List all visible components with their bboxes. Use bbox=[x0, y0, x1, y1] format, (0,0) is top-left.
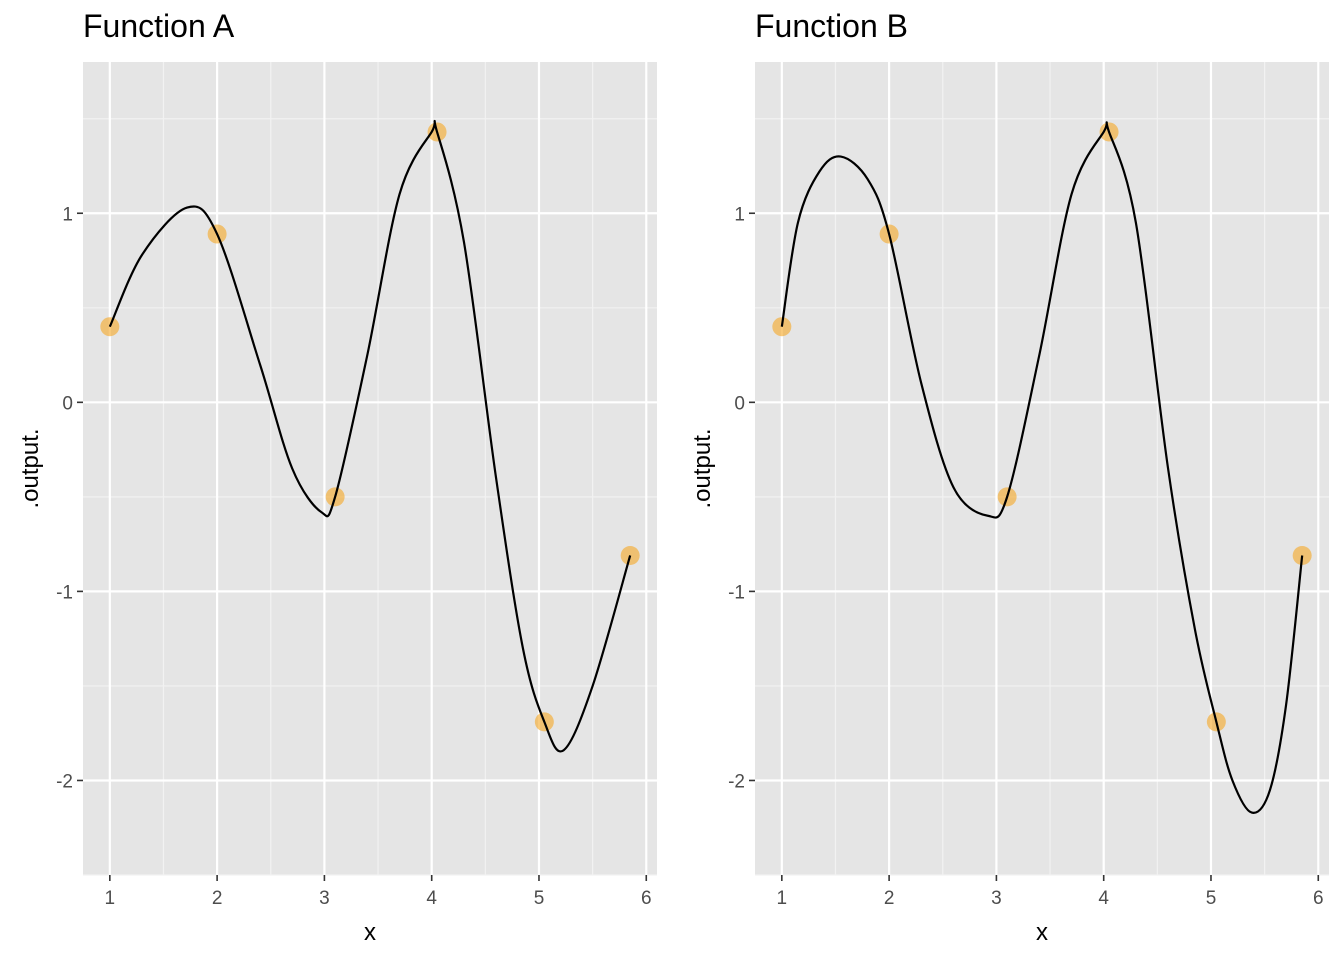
x-tick-label: 6 bbox=[641, 888, 652, 909]
x-tick-label: 2 bbox=[884, 888, 895, 909]
chart-plot: 1 2 3 4 5 6 -2 -1 0 1 x .output. bbox=[689, 62, 1329, 946]
chart-plot: 1 2 3 4 5 6 -2 -1 0 1 x .output. bbox=[17, 62, 657, 946]
x-tick-label: 3 bbox=[991, 888, 1002, 909]
x-tick-label: 4 bbox=[426, 888, 437, 909]
y-tick-label: -2 bbox=[56, 771, 73, 792]
plot-background bbox=[83, 62, 657, 875]
x-tick-label: 3 bbox=[319, 888, 330, 909]
y-tick-label: 1 bbox=[62, 204, 73, 225]
y-tick-label: 0 bbox=[62, 393, 73, 414]
x-tick-label: 2 bbox=[212, 888, 223, 909]
chart-panel-function-b: Function B 1 2 3 4 5 6 -2 -1 0 1 x .output. bbox=[672, 0, 1344, 960]
y-tick-label: 1 bbox=[734, 204, 745, 225]
series-line bbox=[780, 121, 1304, 814]
x-axis-title: x bbox=[1036, 919, 1048, 946]
y-tick-label: -1 bbox=[728, 582, 745, 603]
x-tick-label: 6 bbox=[1313, 888, 1324, 909]
y-tick-label: -1 bbox=[56, 582, 73, 603]
x-tick-label: 4 bbox=[1098, 888, 1109, 909]
x-tick-label: 5 bbox=[1206, 888, 1217, 909]
x-axis-title: x bbox=[364, 919, 376, 946]
series-line bbox=[108, 120, 632, 753]
chart-title: Function B bbox=[755, 8, 908, 44]
plot-background bbox=[755, 62, 1329, 875]
x-tick-label: 1 bbox=[777, 888, 788, 909]
x-tick-label: 1 bbox=[105, 888, 116, 909]
chart-title: Function A bbox=[83, 8, 235, 44]
y-axis-title: .output. bbox=[17, 428, 44, 508]
chart-panel-function-a: Function A 1 2 3 4 5 6 -2 -1 0 1 x .output. bbox=[17, 8, 657, 946]
y-tick-label: 0 bbox=[734, 393, 745, 414]
y-tick-label: -2 bbox=[728, 771, 745, 792]
y-axis-title: .output. bbox=[689, 428, 716, 508]
x-tick-label: 5 bbox=[534, 888, 545, 909]
